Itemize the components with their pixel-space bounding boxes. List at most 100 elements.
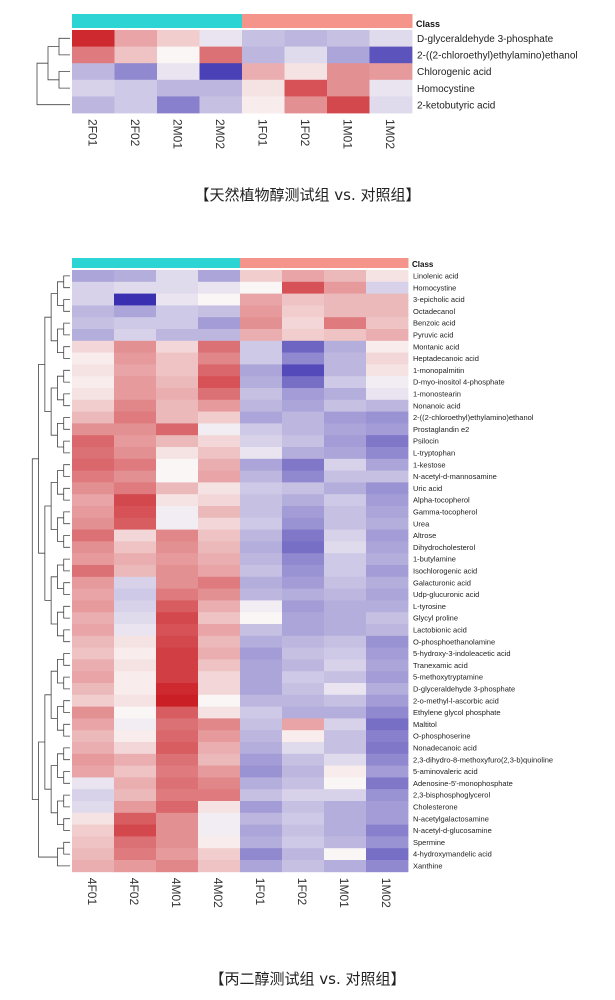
heatmap-cell [72, 529, 115, 542]
heatmap-cell [198, 553, 241, 566]
heatmap-cell [282, 447, 325, 460]
row-label: Tranexamic acid [413, 661, 468, 670]
heatmap-cell [114, 63, 158, 81]
class-bar-cell [114, 14, 158, 28]
heatmap-cell [240, 588, 283, 601]
heatmap-cell [240, 541, 283, 554]
heatmap-cell [324, 506, 367, 519]
dendrogram-branch [63, 487, 70, 501]
heatmap-cell [282, 305, 325, 318]
heatmap-cell [282, 730, 325, 743]
heatmap-cell [156, 340, 199, 353]
heatmap-cell [369, 30, 413, 47]
row-label: Psilocin [413, 437, 439, 446]
column-label: 1F02 [295, 878, 309, 906]
heatmap-cell [198, 742, 241, 755]
heatmap-cell [366, 517, 409, 530]
heatmap-cell [324, 435, 367, 448]
heatmap-cell [240, 506, 283, 519]
row-label: Montanic acid [413, 342, 459, 351]
column-label: 2F01 [85, 119, 99, 147]
row-label: 5-methoxytryptamine [413, 673, 483, 682]
dendrogram-branch [57, 281, 64, 306]
heatmap-cell [72, 494, 115, 507]
dendrogram-branch [63, 794, 70, 808]
heatmap-cell [366, 718, 409, 731]
heatmap-cell [282, 801, 325, 814]
heatmap-cell [114, 812, 157, 825]
heatmap-cell [156, 281, 199, 294]
heatmap-cell [282, 812, 325, 825]
heatmap-cell [156, 860, 199, 873]
dendrogram-branch [63, 747, 70, 761]
heatmap-cell [156, 789, 199, 802]
heatmap-cell [199, 79, 243, 97]
row-label: 2,3-dihydro-8-methoxyfuro(2,3-b)quinolin… [413, 755, 553, 764]
row-label: Maltitol [413, 720, 437, 729]
heatmap-cell [242, 63, 285, 81]
heatmap-cell [157, 63, 200, 81]
heatmap-cell [114, 848, 157, 861]
heatmap-cell [366, 506, 409, 519]
heatmap-cell [240, 470, 283, 483]
heatmap-cell [324, 848, 367, 861]
column-label: 4M01 [169, 878, 183, 908]
heatmap-cell [114, 411, 157, 424]
heatmap-cell [72, 447, 115, 460]
heatmap-cell [72, 718, 115, 731]
heatmap-cell [324, 565, 367, 578]
heatmap-cell [240, 848, 283, 861]
heatmap-cell [366, 541, 409, 554]
heatmap-cell [282, 293, 325, 306]
heatmap-cell [366, 270, 409, 283]
heatmap-cell [156, 848, 199, 861]
heatmap-cell [282, 494, 325, 507]
heatmap-cell [240, 340, 283, 353]
heatmap-cell [324, 329, 367, 342]
dendrogram-branch [63, 676, 70, 690]
heatmap-cell [156, 730, 199, 743]
heatmap-bottom: Class Linolenic acid Homocystine 3-epicholi… [31, 258, 553, 908]
heatmap-cell [240, 482, 283, 495]
dendrogram-branch [57, 611, 64, 637]
heatmap-cell [366, 329, 409, 342]
heatmap-cell [198, 364, 241, 377]
heatmap-cell [72, 30, 115, 47]
heatmap-cell [282, 423, 325, 436]
dendrogram-branch [63, 841, 70, 855]
heatmap-cell [242, 30, 285, 47]
heatmap-cell [240, 694, 283, 707]
heatmap-cell [114, 612, 157, 625]
heatmap-cell [198, 659, 241, 672]
heatmap-cell [156, 765, 199, 778]
heatmap-cell [198, 588, 241, 601]
heatmap-cell [156, 458, 199, 471]
heatmap-cell [366, 801, 409, 814]
heatmap-cell [72, 801, 115, 814]
heatmap-cell [72, 340, 115, 353]
heatmap-cell [114, 600, 157, 613]
row-label: 2,3-bisphosphoglycerol [413, 791, 490, 800]
heatmap-cell [114, 447, 157, 460]
heatmap-cell [324, 612, 367, 625]
heatmap-cell [198, 730, 241, 743]
heatmap-cell [157, 30, 200, 47]
heatmap-cell [72, 860, 115, 873]
heatmap-cell [366, 624, 409, 637]
dendrogram-branch [57, 375, 64, 401]
dendrogram-branch [57, 517, 64, 542]
heatmap-cell [369, 96, 413, 114]
heatmap-cell [114, 730, 157, 743]
heatmap-cell [198, 612, 241, 625]
dendrogram-branch [58, 37, 70, 56]
heatmap-cell [199, 30, 243, 47]
heatmap-cell [240, 494, 283, 507]
heatmap-cell [198, 458, 241, 471]
heatmap-cell [114, 376, 157, 389]
heatmap-cell [282, 742, 325, 755]
heatmap-cell [198, 753, 241, 766]
heatmap-cell [366, 482, 409, 495]
class-bar-cell [72, 258, 115, 268]
heatmap-cell [324, 777, 367, 790]
heatmap-cell [72, 612, 115, 625]
